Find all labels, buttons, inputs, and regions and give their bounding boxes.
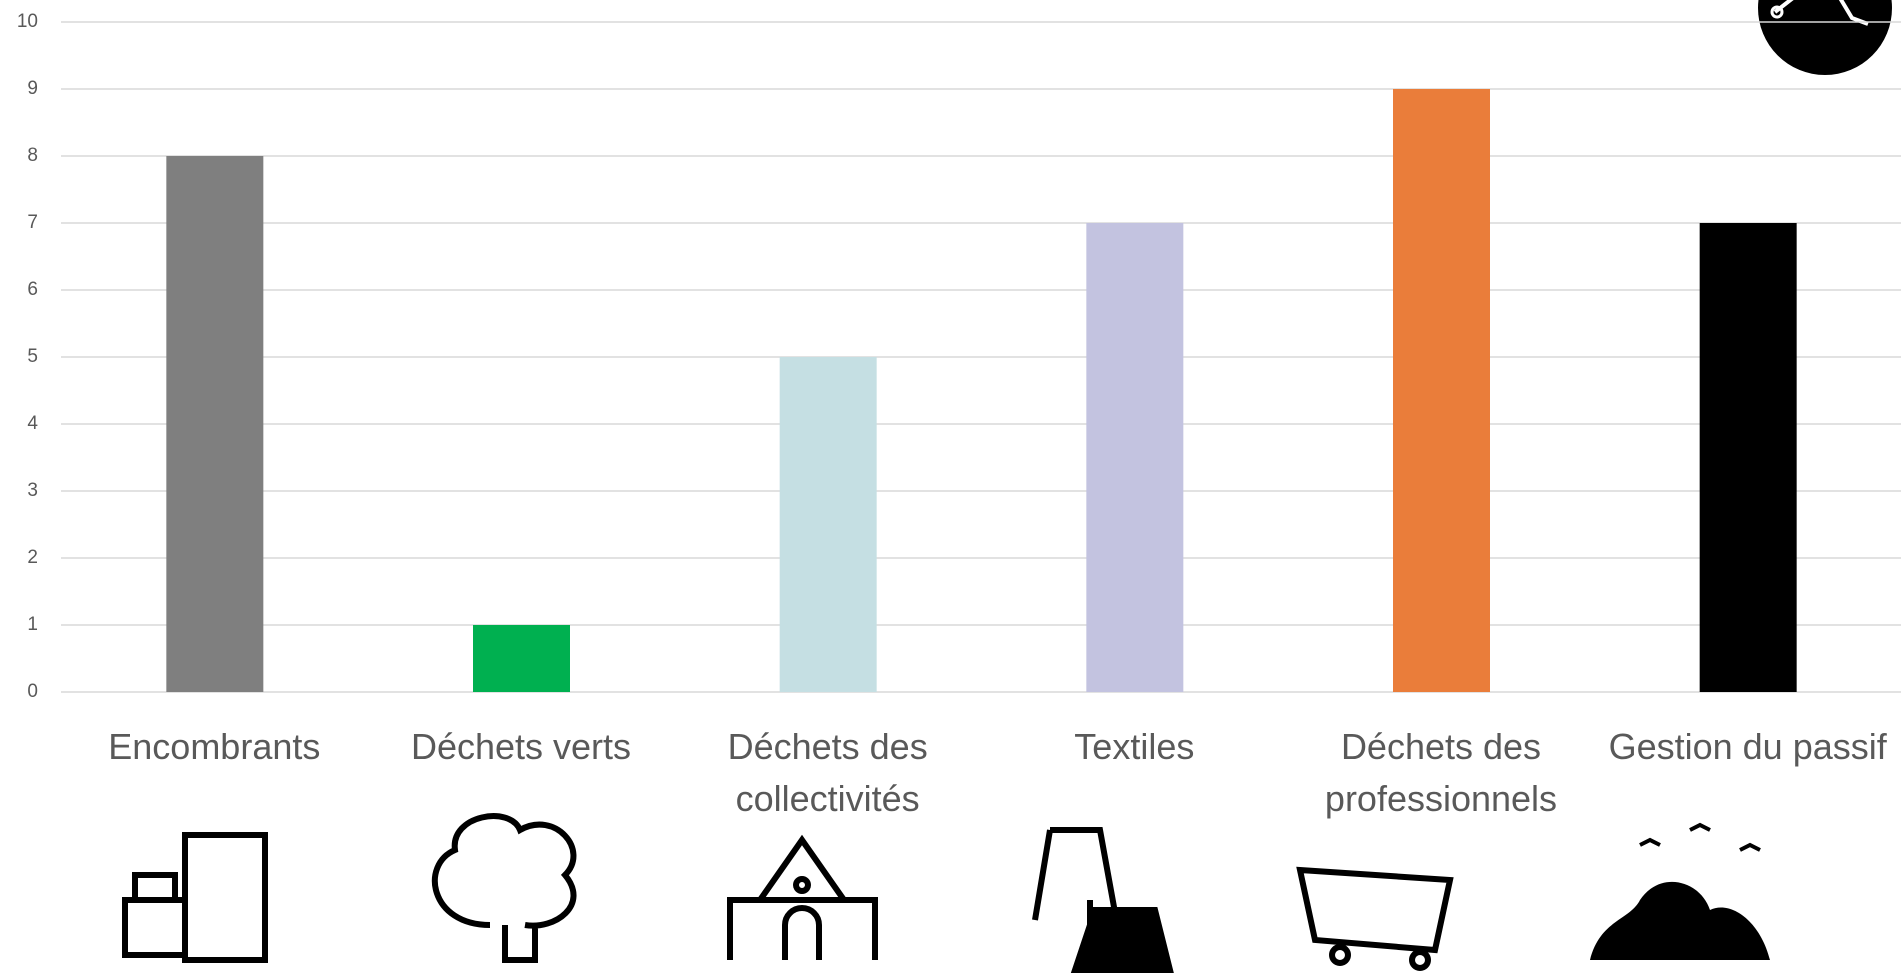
x-tick-label: Gestion du passif <box>1608 726 1887 767</box>
x-tick-label: Textiles <box>1074 726 1195 767</box>
icons <box>122 813 1770 973</box>
y-tick-label: 5 <box>27 346 38 367</box>
y-tick-label: 3 <box>27 480 38 501</box>
icon-skip <box>1296 866 1454 971</box>
x-tick-label: Encombrants <box>108 726 321 767</box>
x-tick-label: Déchets verts <box>410 726 632 767</box>
icon-building <box>727 834 878 960</box>
icon-landfill <box>1590 822 1770 960</box>
icon-clothes <box>1032 827 1174 973</box>
y-tick-label: 9 <box>27 78 38 99</box>
bar <box>1393 89 1490 692</box>
x-tick-label: Déchets des collectivités <box>727 726 928 819</box>
y-tick-label: 8 <box>27 145 38 166</box>
icon-furniture <box>122 832 268 963</box>
corner-logo-dot <box>1770 5 1784 19</box>
y-tick-label: 10 <box>17 11 38 32</box>
y-tick-label: 1 <box>27 614 38 635</box>
bar <box>1086 223 1184 692</box>
bar <box>166 156 264 692</box>
icon-tree <box>431 813 577 963</box>
bar <box>1699 223 1797 692</box>
y-tick-label: 6 <box>27 279 38 300</box>
y-tick-label: 4 <box>27 413 38 434</box>
bar <box>473 625 570 692</box>
y-tick-label: 0 <box>27 681 38 702</box>
y-tick-label: 7 <box>27 212 38 233</box>
y-tick-label: 2 <box>27 547 38 568</box>
x-tick-label: Déchets des professionnels <box>1324 726 1558 819</box>
bar <box>779 357 877 692</box>
